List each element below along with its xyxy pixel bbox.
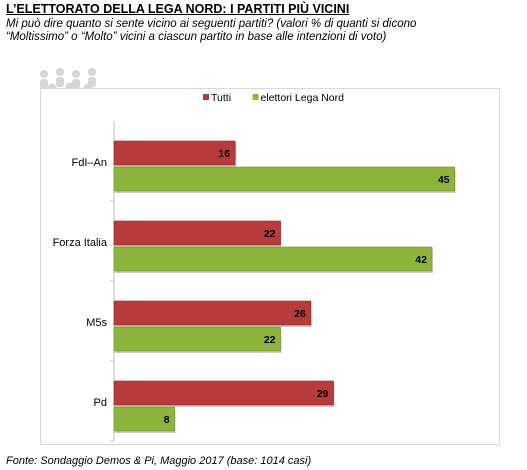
chart-subtitle: Mi può dire quanto si sente vicino ai se… bbox=[6, 18, 417, 43]
bar-tutti bbox=[113, 300, 312, 326]
bar-lega bbox=[113, 246, 433, 272]
category-label: M5s bbox=[86, 317, 107, 329]
source-note: Fonte: Sondaggio Demos & Pi, Maggio 2017… bbox=[6, 455, 312, 467]
bar-lega bbox=[113, 406, 175, 432]
chart-title: L’ELETTORATO DELLA LEGA NORD: I PARTITI … bbox=[6, 2, 350, 16]
bar-lega bbox=[113, 166, 455, 192]
data-label: 8 bbox=[164, 414, 170, 426]
category-label: Forza Italia bbox=[53, 237, 108, 249]
bar-tutti bbox=[113, 220, 281, 246]
data-label: 22 bbox=[264, 228, 276, 240]
data-label: 42 bbox=[415, 254, 427, 266]
legend-label-1: elettori Lega Nord bbox=[261, 92, 345, 104]
chart-area: Tutti elettori Lega Nord FdI–An 16 45 Forza I… bbox=[40, 88, 500, 445]
bar-tutti bbox=[113, 380, 334, 406]
data-label: 29 bbox=[317, 388, 329, 400]
bar-chart: Tutti elettori Lega Nord FdI–An 16 45 Forza I… bbox=[53, 92, 456, 442]
category-label: Pd bbox=[94, 397, 107, 409]
category-label: FdI–An bbox=[72, 157, 107, 169]
data-label: 16 bbox=[218, 148, 230, 160]
data-label: 26 bbox=[294, 308, 306, 320]
bar-tutti bbox=[113, 140, 236, 166]
data-label: 22 bbox=[264, 334, 276, 346]
legend-swatch-0 bbox=[203, 94, 209, 100]
legend-swatch-1 bbox=[252, 94, 259, 100]
legend-label-0: Tutti bbox=[211, 92, 231, 104]
bar-lega bbox=[113, 326, 281, 352]
data-label: 45 bbox=[438, 174, 450, 186]
